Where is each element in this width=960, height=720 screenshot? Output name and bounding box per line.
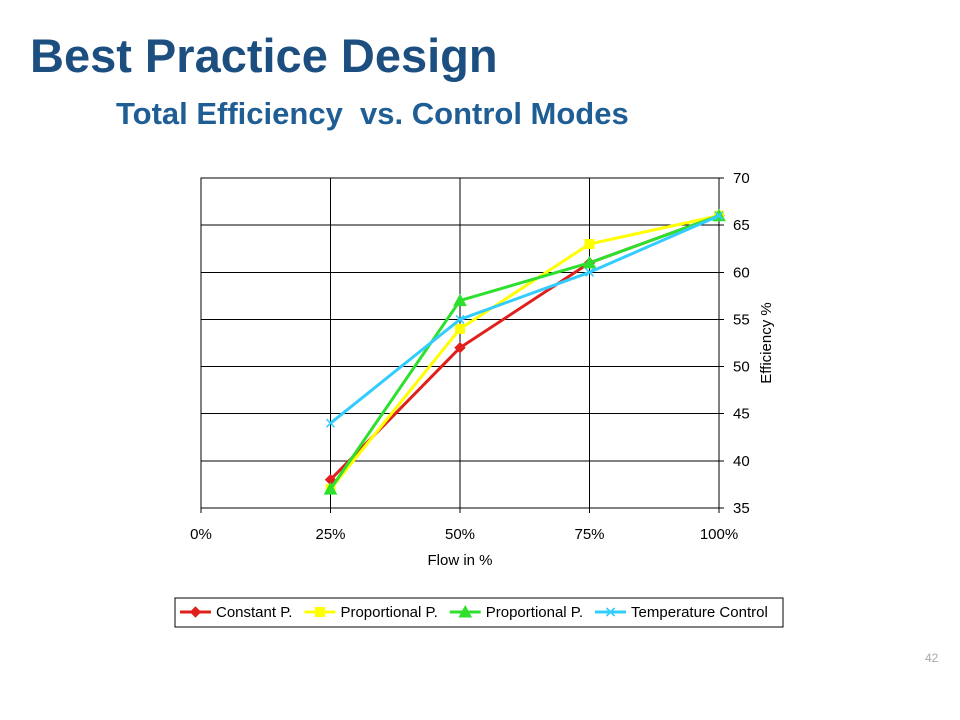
chart-canvas: 35 40 45 50 55 60 65 70 0% 25% 50% 75% 100% Flow in %… [174, 170, 784, 628]
data-point-temperature-control-4 [714, 211, 724, 221]
legend-item: Temperature Control [595, 604, 768, 621]
data-point-proportional-p-2 [584, 239, 595, 249]
x-tick-label: 50% [445, 526, 475, 543]
data-point-proportional-p-3 [453, 293, 467, 307]
legend-label: Proportional P. [486, 604, 583, 621]
slide-subtitle: Total Efficiency vs. Control Modes [116, 96, 629, 131]
x-tick-label: 25% [315, 526, 345, 543]
legend-marker [189, 606, 202, 618]
legend-marker [314, 607, 325, 617]
x-tick-label: 75% [574, 526, 604, 543]
y-tick-label: 55 [733, 311, 750, 328]
y-tick-label: 35 [733, 500, 750, 517]
legend-item: Proportional P. [449, 604, 583, 621]
y-axis-title: Efficiency % [758, 302, 775, 383]
legend-marker [458, 604, 473, 618]
legend-label: Temperature Control [631, 604, 768, 621]
series-line-proportional-p-3 [329, 214, 720, 490]
x-axis-title: Flow in % [427, 552, 492, 569]
page-number: 42 [925, 651, 939, 665]
legend-item: Constant P. [180, 604, 292, 621]
y-tick-label: 50 [733, 359, 750, 376]
data-point-proportional-p-3 [582, 255, 597, 269]
y-tick-label: 45 [733, 406, 750, 423]
y-tick-label: 70 [733, 170, 750, 187]
legend-label: Proportional P. [340, 604, 437, 621]
series-line-temperature-control-4 [329, 214, 720, 425]
data-point-constant-p-1 [454, 342, 466, 354]
legend-label: Constant P. [216, 604, 292, 621]
slide-title: Best Practice Design [30, 29, 498, 82]
data-point-temperature-control-4 [325, 418, 336, 428]
y-tick-label: 65 [733, 217, 750, 234]
legend-item: Proportional P. [304, 604, 438, 621]
series-line-proportional-p-2 [329, 214, 720, 491]
efficiency-line-chart: 35 40 45 50 55 60 65 70 0% 25% 50% 75% 100% Flow in %… [174, 170, 784, 628]
x-tick-label: 0% [190, 526, 212, 543]
x-tick-label: 100% [700, 526, 738, 543]
legend-marker [605, 607, 616, 617]
data-point-proportional-p-2 [455, 323, 465, 334]
y-tick-label: 40 [733, 453, 750, 470]
data-point-proportional-p-3 [323, 482, 338, 495]
y-tick-label: 60 [733, 264, 750, 281]
data-point-temperature-control-4 [455, 314, 465, 324]
data-point-temperature-control-4 [584, 267, 595, 277]
legend: Constant P. Proportional P. Proportional P… [174, 597, 784, 628]
